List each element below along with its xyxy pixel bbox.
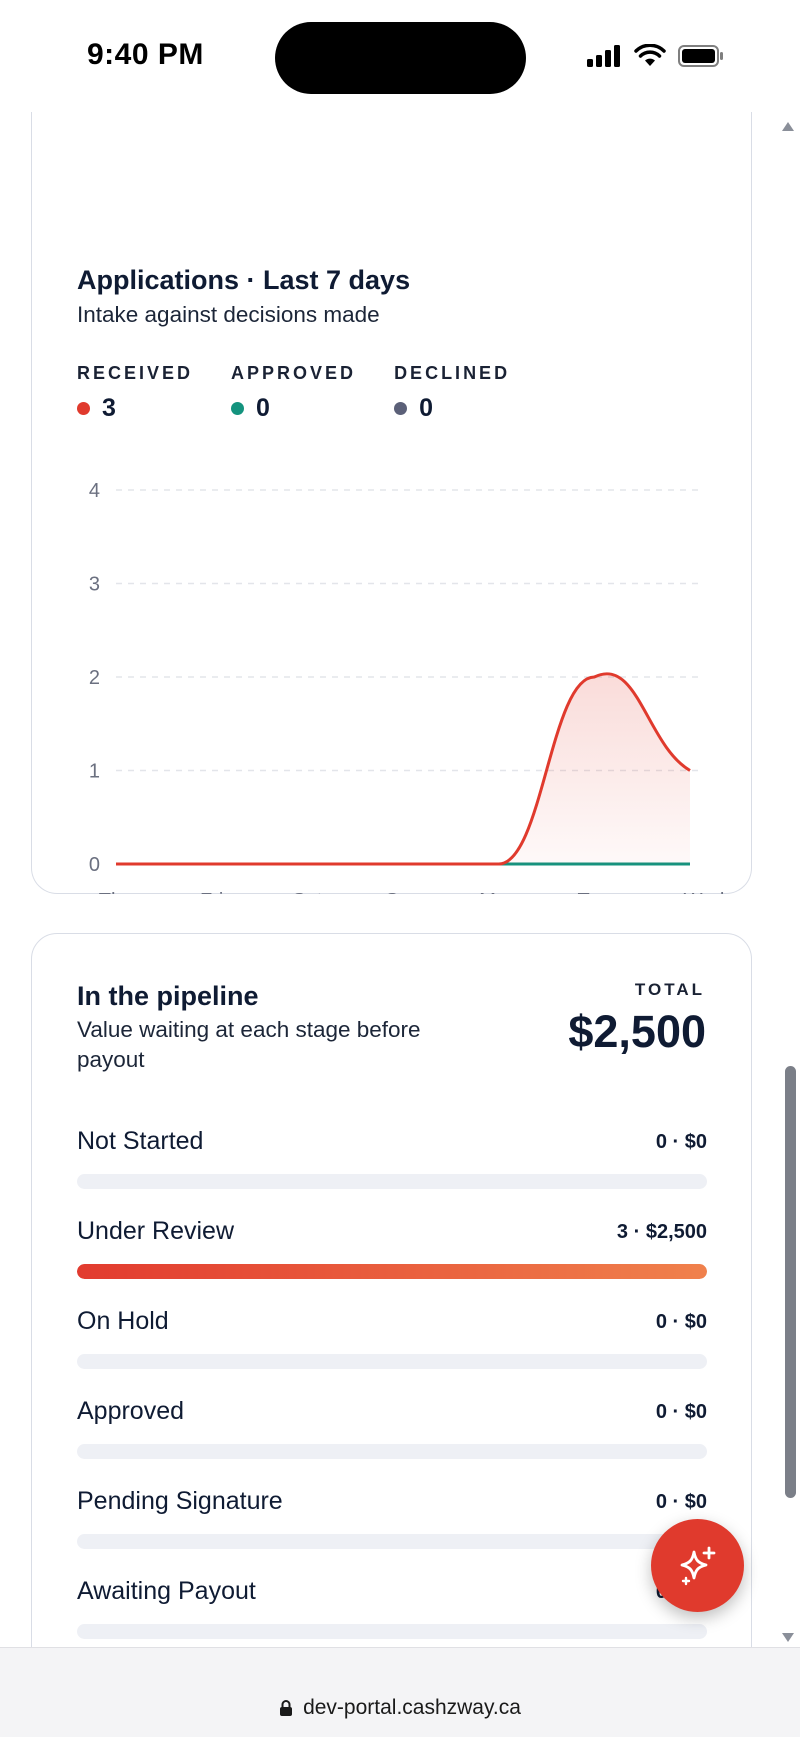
series-area-received — [116, 673, 690, 864]
scroll-up-arrow-icon[interactable] — [782, 122, 794, 131]
page-content: Applications · Last 7 days Intake agains… — [0, 112, 800, 1647]
stage-name: Pending Signature — [77, 1487, 283, 1515]
x-tick-label: Tue — [577, 890, 611, 894]
url-text: dev-portal.cashzway.ca — [303, 1695, 521, 1719]
stage-progress-track — [77, 1444, 707, 1459]
legend-declined-label: DECLINED — [394, 363, 511, 383]
dynamic-island — [275, 22, 526, 94]
stage-progress-track — [77, 1624, 707, 1639]
received-dot-icon — [77, 402, 90, 415]
total-label: TOTAL — [634, 980, 705, 999]
pipeline-card: In the pipeline Value waiting at each st… — [31, 933, 752, 1647]
stage-name: Not Started — [77, 1127, 204, 1155]
status-bar: 9:40 PM — [0, 0, 800, 112]
pipeline-subtitle-line1: Value waiting at each stage before — [77, 1017, 421, 1042]
stage-row: On Hold 0 · $0 — [77, 1307, 707, 1387]
stage-row: Approved 0 · $0 — [77, 1397, 707, 1477]
stage-value: 0 · $0 — [655, 1401, 707, 1423]
total-value: $2,500 — [568, 1006, 706, 1057]
declined-dot-icon — [394, 402, 408, 415]
ai-assistant-button[interactable] — [651, 1519, 744, 1612]
y-tick-label: 4 — [89, 480, 100, 502]
lock-icon — [280, 1699, 293, 1716]
status-time: 9:40 PM — [87, 38, 204, 71]
sparkles-icon — [680, 1546, 715, 1585]
stage-progress-fill — [77, 1264, 707, 1279]
stage-progress-track — [77, 1534, 707, 1549]
x-tick-label: Sat — [292, 890, 322, 894]
stage-value: 3 · $2,500 — [616, 1221, 707, 1243]
applications-title: Applications · Last 7 days — [77, 265, 411, 295]
stage-value: 0 · $0 — [655, 1311, 707, 1333]
stage-row: Awaiting Payout 0 · $0 — [77, 1577, 707, 1647]
browser-url-bar[interactable]: dev-portal.cashzway.ca — [0, 1647, 800, 1737]
x-tick-label: Mon — [479, 890, 518, 894]
x-tick-label: Wed — [684, 890, 725, 894]
legend-received: RECEIVED 3 — [77, 363, 193, 423]
stage-name: Approved — [77, 1397, 185, 1425]
stage-name: Awaiting Payout — [77, 1577, 256, 1605]
applications-subtitle: Intake against decisions made — [77, 302, 380, 327]
stage-name: On Hold — [77, 1307, 169, 1335]
stage-name: Under Review — [77, 1217, 235, 1245]
scrollbar-thumb[interactable] — [785, 1066, 796, 1498]
legend-declined: DECLINED 0 — [394, 363, 510, 423]
applications-card: Applications · Last 7 days Intake agains… — [31, 112, 752, 894]
y-tick-label: 1 — [89, 761, 100, 783]
y-tick-label: 2 — [89, 667, 100, 689]
wifi-icon — [634, 44, 666, 66]
x-tick-label: Fri — [200, 890, 223, 894]
legend-declined-value: 0 — [419, 394, 433, 422]
stage-progress-track — [77, 1264, 707, 1279]
approved-dot-icon — [231, 402, 245, 415]
pipeline-title: In the pipeline — [77, 981, 259, 1011]
legend-approved-label: APPROVED — [231, 363, 357, 383]
x-tick-label: Sun — [385, 890, 421, 894]
stage-row: Under Review 3 · $2,500 — [77, 1217, 707, 1297]
stage-progress-track — [77, 1174, 707, 1189]
legend-approved: APPROVED 0 — [231, 363, 356, 423]
legend-received-value: 3 — [102, 394, 116, 422]
chart-legend: RECEIVED 3 APPROVED 0 DECLINED 0 — [77, 363, 548, 423]
stage-value: 0 · $0 — [655, 1131, 707, 1153]
stage-progress-track — [77, 1354, 707, 1369]
legend-approved-value: 0 — [256, 394, 270, 422]
stage-value: 0 · $0 — [655, 1491, 707, 1513]
x-tick-label: Thu — [99, 890, 133, 894]
stage-row: Pending Signature 0 · $0 — [77, 1487, 707, 1567]
cellular-signal-icon — [587, 45, 620, 67]
battery-icon — [678, 45, 723, 67]
stage-row: Not Started 0 · $0 — [77, 1127, 707, 1207]
pipeline-subtitle-line2: payout — [77, 1047, 145, 1072]
scroll-down-arrow-icon[interactable] — [782, 1633, 794, 1642]
legend-received-label: RECEIVED — [77, 363, 194, 383]
applications-chart: 0 1 2 3 4 Thu Fri Sat Sun Mon Tue Wed — [89, 480, 725, 894]
status-icons — [586, 44, 724, 68]
y-tick-label: 3 — [89, 574, 100, 596]
y-tick-label: 0 — [89, 854, 100, 876]
series-line-received — [115, 672, 691, 866]
